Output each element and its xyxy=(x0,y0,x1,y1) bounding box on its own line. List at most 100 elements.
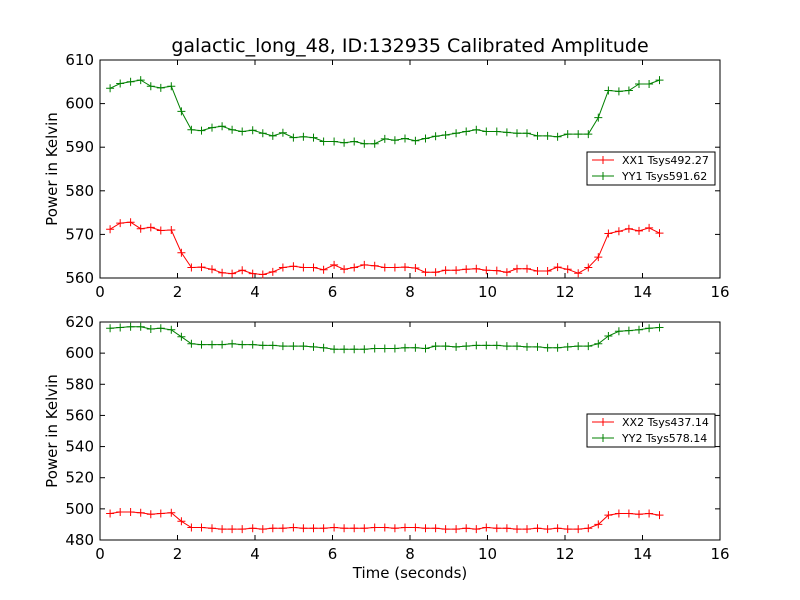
bottom-data-point xyxy=(584,524,593,533)
bottom-data-point xyxy=(452,525,461,534)
bottom-data-point xyxy=(594,339,603,348)
top-data-point xyxy=(604,86,613,95)
top-data-point xyxy=(411,264,420,272)
bottom-legend-label-xx2: XX2 Tsys437.14 xyxy=(622,416,709,429)
bottom-data-point xyxy=(146,510,155,519)
bottom-x-tick-label: 8 xyxy=(405,545,415,563)
top-data-point xyxy=(614,227,623,236)
bottom-data-point xyxy=(462,342,471,351)
top-data-point xyxy=(289,262,298,271)
top-legend-label-yy1: YY1 Tsys591.62 xyxy=(621,170,707,183)
top-data-point xyxy=(319,137,328,146)
top-data-point xyxy=(553,263,562,272)
bottom-data-point xyxy=(614,327,623,336)
top-data-point xyxy=(136,76,145,85)
bottom-data-point xyxy=(380,523,389,532)
top-data-point xyxy=(340,138,349,147)
top-data-point xyxy=(116,79,125,88)
top-data-point xyxy=(390,263,399,272)
top-data-point xyxy=(370,139,379,148)
top-data-point xyxy=(513,264,521,273)
top-data-point xyxy=(482,266,491,275)
top-data-point xyxy=(645,223,654,232)
bottom-data-point xyxy=(513,342,521,351)
bottom-data-point xyxy=(390,344,399,353)
top-data-point xyxy=(258,270,267,279)
bottom-data-point xyxy=(370,523,379,532)
top-data-point xyxy=(584,263,593,272)
bottom-data-point xyxy=(543,525,552,534)
bottom-data-point xyxy=(116,508,125,516)
top-y-axis-label: Power in Kelvin xyxy=(43,112,61,226)
top-data-point xyxy=(116,219,125,228)
bottom-data-point xyxy=(543,343,552,352)
top-data-point xyxy=(421,268,430,277)
bottom-data-point xyxy=(431,342,440,351)
top-data-point xyxy=(624,224,633,233)
bottom-y-tick-label: 580 xyxy=(65,375,94,393)
bottom-data-point xyxy=(146,325,155,333)
bottom-data-point xyxy=(584,342,593,351)
top-data-point xyxy=(441,266,450,275)
bottom-data-point xyxy=(208,340,216,349)
bottom-data-point xyxy=(167,508,176,517)
top-data-point xyxy=(624,86,633,95)
bottom-data-point xyxy=(624,509,633,518)
top-data-point xyxy=(309,133,318,142)
top-data-point xyxy=(299,263,308,272)
top-data-point xyxy=(452,266,461,275)
bottom-data-point xyxy=(553,343,562,352)
bottom-data-point xyxy=(472,525,481,534)
top-data-point xyxy=(228,269,237,278)
bottom-data-point xyxy=(319,524,328,533)
bottom-series-xx xyxy=(106,508,664,534)
bottom-data-point xyxy=(228,525,237,534)
top-data-point xyxy=(604,229,613,238)
bottom-data-point xyxy=(523,525,531,534)
top-data-point xyxy=(167,82,176,91)
bottom-data-point xyxy=(136,508,145,517)
top-data-point xyxy=(218,268,227,277)
top-data-point xyxy=(248,126,257,135)
bottom-legend: XX2 Tsys437.14 YY2 Tsys578.14 xyxy=(586,413,716,448)
bottom-data-point xyxy=(319,343,328,352)
top-data-point xyxy=(635,226,643,235)
bottom-data-point xyxy=(502,342,511,351)
bottom-data-point xyxy=(268,341,277,350)
top-data-point xyxy=(238,266,247,275)
top-data-point xyxy=(258,129,267,138)
bottom-x-tick-label: 10 xyxy=(478,545,497,563)
bottom-data-point xyxy=(421,344,430,353)
top-data-point xyxy=(340,265,349,274)
bottom-data-point xyxy=(187,339,196,348)
top-x-tick-label: 0 xyxy=(95,283,105,301)
bottom-data-point xyxy=(655,323,664,332)
top-legend-entry-yy1: YY1 Tsys591.62 xyxy=(592,170,707,183)
bottom-legend-entry-yy2: YY2 Tsys578.14 xyxy=(592,432,707,445)
bottom-data-point xyxy=(106,324,115,333)
bottom-legend-entry-xx2: XX2 Tsys437.14 xyxy=(592,416,709,429)
top-data-point xyxy=(156,226,165,235)
bottom-x-tick-label: 0 xyxy=(95,545,105,563)
bottom-data-point xyxy=(635,325,643,334)
bottom-data-point xyxy=(289,342,298,351)
top-legend: XX1 Tsys492.27 YY1 Tsys591.62 xyxy=(586,151,716,186)
top-data-point xyxy=(126,218,135,227)
top-data-point xyxy=(594,113,603,122)
top-data-point xyxy=(502,268,511,277)
top-data-point xyxy=(268,267,277,276)
bottom-data-point xyxy=(340,524,349,533)
top-data-point xyxy=(462,265,471,274)
bottom-legend-box xyxy=(586,413,716,448)
top-y-tick-label: 590 xyxy=(65,138,94,156)
top-data-point xyxy=(655,76,664,85)
bottom-data-point xyxy=(594,520,603,529)
bottom-data-point xyxy=(401,523,409,532)
top-data-point xyxy=(635,80,643,88)
bottom-data-point xyxy=(177,517,186,526)
bottom-data-point xyxy=(563,342,572,351)
top-data-point xyxy=(543,131,552,140)
bottom-x-tick-label: 12 xyxy=(555,545,574,563)
top-series-yy xyxy=(106,76,664,148)
top-data-point xyxy=(645,80,654,88)
